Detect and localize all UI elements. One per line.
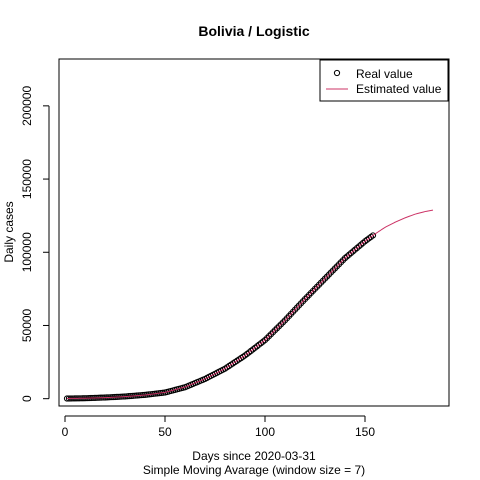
real-value-point [271, 327, 279, 334]
legend-real-label: Real value [356, 67, 413, 81]
series-estimated-line [66, 209, 434, 399]
real-value-point [261, 337, 269, 344]
y-tick-label: 200000 [20, 86, 34, 126]
real-value-point [369, 232, 377, 239]
x-axis-label: Days since 2020-03-31 [192, 449, 316, 463]
chart-title: Bolivia / Logistic [198, 23, 309, 39]
x-axis-sublabel: Simple Moving Avarage (window size = 7) [143, 463, 365, 477]
legend-estimated-label: Estimated value [356, 82, 442, 96]
real-value-point [265, 333, 273, 340]
legend: Real value Estimated value [319, 59, 449, 102]
real-value-point [279, 319, 287, 326]
real-value-point [263, 335, 271, 342]
x-tick-label: 150 [355, 425, 375, 439]
real-value-point [273, 325, 281, 332]
y-axis-label: Daily cases [2, 201, 16, 262]
legend-real-marker [333, 69, 341, 77]
real-value-point [269, 329, 277, 336]
x-tick-label: 100 [255, 425, 275, 439]
legend-box [319, 59, 449, 102]
x-axis: 0 50 100 150 [62, 415, 375, 439]
real-value-point [267, 331, 275, 338]
real-value-point [277, 321, 285, 328]
y-tick-label: 50000 [20, 308, 34, 342]
y-tick-label: 0 [20, 395, 34, 402]
series-real-points [63, 232, 377, 402]
plot-frame [58, 58, 450, 407]
y-axis: 0 50000 100000 150000 200000 [20, 86, 50, 402]
y-tick-label: 100000 [20, 232, 34, 272]
x-tick-label: 0 [62, 425, 69, 439]
x-tick-label: 50 [158, 425, 172, 439]
real-value-point [275, 323, 283, 330]
estimated-value-line [66, 209, 434, 399]
y-tick-label: 150000 [20, 159, 34, 199]
